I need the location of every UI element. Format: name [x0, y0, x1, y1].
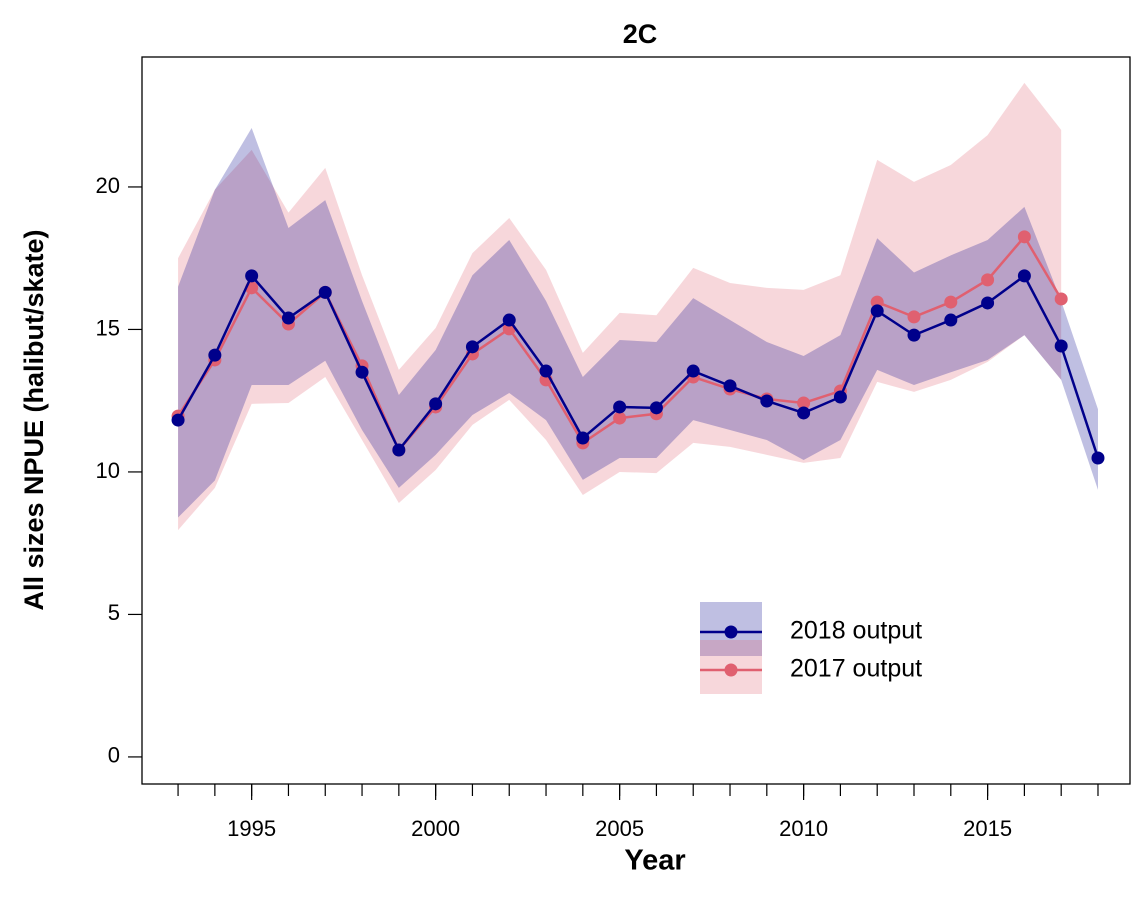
- x-tick-label: 2015: [963, 816, 1012, 841]
- series-point: [723, 379, 737, 393]
- chart-title: 2C: [623, 19, 658, 49]
- series-point: [613, 400, 627, 414]
- y-tick-label: 0: [108, 743, 120, 768]
- y-tick-label: 10: [96, 458, 120, 483]
- series-point: [465, 340, 479, 354]
- series-point: [576, 431, 590, 445]
- confidence-band: [178, 127, 1098, 518]
- series-point: [760, 394, 774, 408]
- x-tick-label: 2010: [779, 816, 828, 841]
- series-point: [355, 365, 369, 379]
- y-tick-label: 5: [108, 600, 120, 625]
- confidence-band: [178, 82, 1062, 531]
- series-point: [981, 273, 995, 287]
- legend-point: [724, 663, 738, 677]
- series-point: [1054, 292, 1068, 306]
- legend-label: 2018 output: [790, 617, 922, 645]
- series-point: [1054, 339, 1068, 353]
- plot-frame: [141, 56, 1131, 785]
- series-point: [797, 406, 811, 420]
- x-tick-label: 2005: [595, 816, 644, 841]
- y-tick-label: 15: [96, 315, 120, 340]
- x-axis-label: Year: [624, 845, 685, 877]
- series-point: [944, 295, 958, 309]
- series-point: [833, 390, 847, 404]
- legend-point: [724, 625, 738, 639]
- series-point: [502, 313, 516, 327]
- series-point: [613, 411, 627, 425]
- legend-label: 2017 output: [790, 655, 922, 683]
- x-tick-label: 2000: [411, 816, 460, 841]
- y-axis-label: All sizes NPUE (halibut/skate): [19, 229, 49, 610]
- series-point: [686, 364, 700, 378]
- x-tick-label: 1995: [227, 816, 276, 841]
- series-point: [208, 348, 222, 362]
- series-point: [1091, 451, 1105, 465]
- series-point: [539, 364, 553, 378]
- series-point: [981, 296, 995, 310]
- series-point: [245, 269, 259, 283]
- series-point: [171, 413, 185, 427]
- series-line: [176, 273, 1100, 459]
- series-point: [649, 401, 663, 415]
- series-point: [907, 328, 921, 342]
- series-point: [1017, 230, 1031, 244]
- y-tick-label: 20: [96, 173, 120, 198]
- series-point: [870, 304, 884, 318]
- series-point: [797, 396, 811, 410]
- series-point: [944, 313, 958, 327]
- series-point: [429, 397, 443, 411]
- series-point: [392, 443, 406, 457]
- series-point: [1017, 269, 1031, 283]
- series-point: [318, 285, 332, 299]
- series-point: [281, 311, 295, 325]
- series-point: [907, 310, 921, 324]
